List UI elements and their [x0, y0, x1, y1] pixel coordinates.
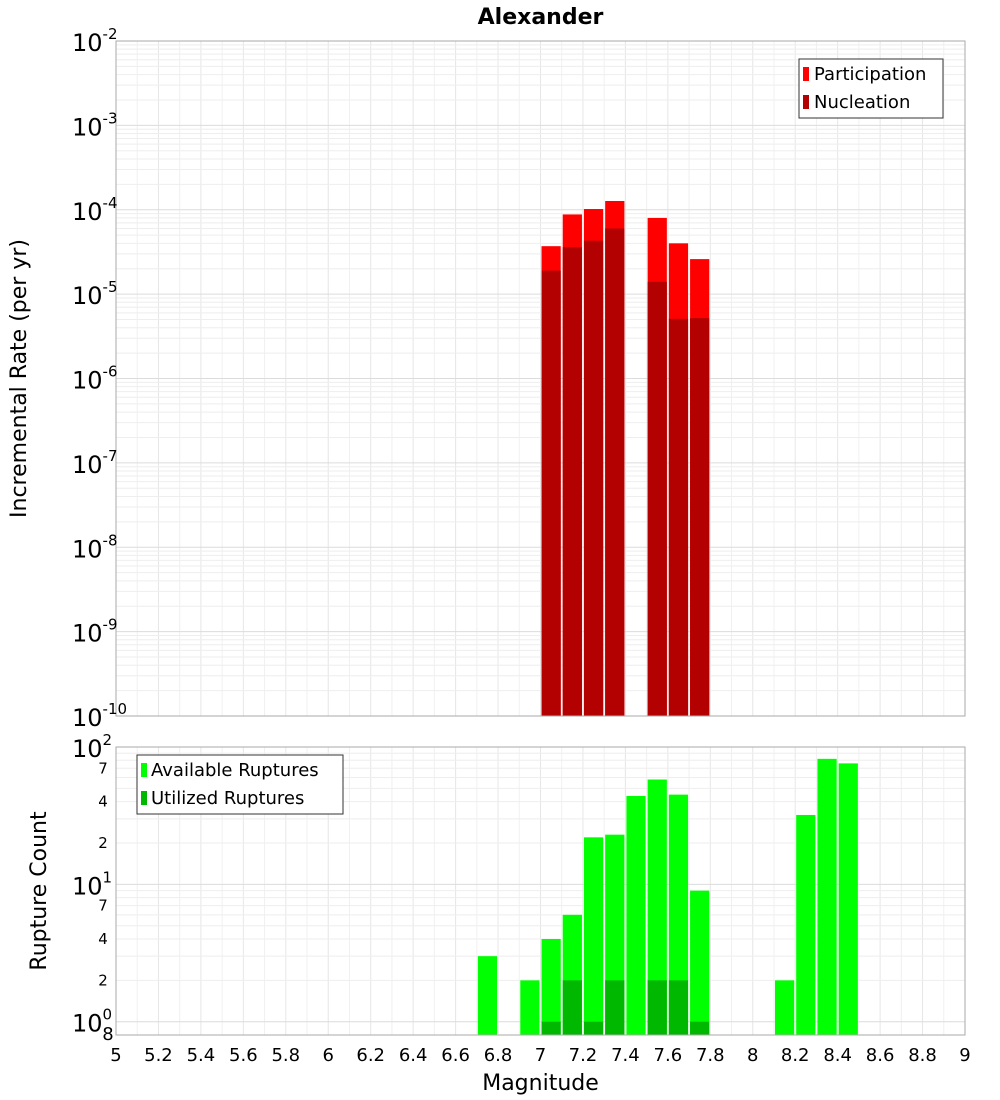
nucleation-bar — [583, 240, 604, 717]
x-tick-label: 5.4 — [187, 1045, 216, 1066]
legend-label: Nucleation — [814, 92, 910, 113]
nucleation-bar — [668, 318, 689, 716]
legend-swatch — [141, 763, 147, 777]
chart-title: Alexander — [478, 5, 604, 30]
available-ruptures-bar — [626, 795, 646, 1035]
x-tick-label: 5.6 — [229, 1045, 258, 1066]
top-y-tick-label: 10-10 — [72, 700, 127, 732]
bottom-plot: 102 101 100 7 4 2 7 4 2 8 Rupture Count 5 5.2 5.4 5.6 5… — [27, 731, 971, 1096]
bottom-y-tick-label: 100 — [72, 1006, 112, 1038]
available-ruptures-bar — [520, 980, 540, 1035]
legend-swatch — [803, 95, 809, 109]
x-tick-label: 8.8 — [908, 1045, 937, 1066]
bottom-legend: Available Ruptures Utilized Ruptures — [136, 754, 344, 815]
utilized-ruptures-bar — [562, 980, 582, 1035]
x-tick-label: 7.6 — [654, 1045, 683, 1066]
available-ruptures-bar — [690, 890, 710, 1035]
available-ruptures-bar — [541, 939, 561, 1035]
top-legend: Participation Nucleation — [798, 58, 944, 119]
top-y-tick-label: 10-7 — [72, 447, 118, 479]
bottom-y-minor-label: 2 — [98, 834, 108, 852]
nucleation-bar — [605, 228, 625, 716]
top-legend-box — [798, 58, 944, 119]
x-tick-label: 9 — [959, 1045, 970, 1066]
legend-label: Utilized Ruptures — [151, 788, 304, 809]
top-y-tick-label: 10-8 — [72, 531, 118, 563]
utilized-ruptures-bar — [668, 980, 689, 1035]
nucleation-bar — [647, 281, 667, 716]
top-y-tick-label: 10-9 — [72, 616, 118, 648]
legend-label: Available Ruptures — [151, 760, 319, 781]
top-y-tick-label: 10-3 — [72, 109, 118, 141]
top-y-tick-label: 10-4 — [72, 194, 118, 226]
x-tick-label: 5.2 — [144, 1045, 173, 1066]
utilized-ruptures-bar — [690, 1021, 710, 1035]
x-tick-label: 6.8 — [484, 1045, 513, 1066]
x-tick-label: 6.6 — [441, 1045, 470, 1066]
bottom-y-tick-label: 102 — [72, 731, 112, 763]
nucleation-bar — [562, 247, 582, 716]
top-y-tick-label: 10-5 — [72, 278, 118, 310]
top-plot: 10-2 10-3 10-4 10-5 10-6 10-7 10-8 10-9 10-10 Inc… — [7, 25, 966, 732]
bottom-y-minor-label: 7 — [98, 759, 108, 777]
x-tick-label: 7.8 — [696, 1045, 725, 1066]
available-ruptures-bar — [477, 956, 498, 1035]
x-tick-label: 6.4 — [399, 1045, 428, 1066]
bottom-y-minor-label: 7 — [98, 897, 108, 915]
bottom-legend-box — [136, 754, 344, 815]
available-ruptures-bar — [647, 779, 667, 1035]
available-ruptures-bar — [774, 980, 795, 1035]
available-ruptures-bar — [838, 763, 858, 1035]
available-ruptures-bar — [796, 814, 816, 1035]
utilized-ruptures-bar — [605, 980, 625, 1035]
x-tick-label: 5.8 — [271, 1045, 300, 1066]
legend-swatch — [803, 67, 809, 81]
top-y-axis-label: Incremental Rate (per yr) — [7, 239, 32, 518]
available-ruptures-bar — [583, 837, 604, 1035]
legend-swatch — [141, 791, 147, 805]
top-plot-border — [115, 40, 966, 717]
x-tick-label: 6.2 — [356, 1045, 385, 1066]
x-tick-label: 7 — [535, 1045, 546, 1066]
bottom-y-minor-label: 8 — [102, 1024, 113, 1045]
x-tick-label: 8.6 — [866, 1045, 895, 1066]
legend-label: Participation — [814, 64, 926, 85]
x-axis-label: Magnitude — [482, 1071, 599, 1096]
x-tick-label: 8 — [747, 1045, 758, 1066]
bottom-plot-border — [115, 746, 966, 1036]
bottom-y-axis-label: Rupture Count — [27, 811, 52, 971]
bottom-y-tick-label: 101 — [72, 868, 112, 900]
nucleation-bar — [541, 270, 561, 716]
bottom-y-minor-label: 4 — [98, 930, 108, 948]
utilized-ruptures-bar — [647, 980, 667, 1035]
x-tick-label: 8.2 — [781, 1045, 810, 1066]
top-y-tick-label: 10-2 — [72, 25, 118, 57]
nucleation-bar — [690, 318, 710, 716]
top-y-tick-label: 10-6 — [72, 363, 118, 395]
utilized-ruptures-bar — [583, 1021, 604, 1035]
x-tick-label: 5 — [110, 1045, 121, 1066]
x-tick-label: 8.4 — [823, 1045, 852, 1066]
bottom-y-minor-label: 4 — [98, 793, 108, 811]
available-ruptures-bar — [817, 758, 837, 1035]
x-tick-label: 7.4 — [611, 1045, 640, 1066]
available-ruptures-bar — [668, 794, 689, 1035]
x-tick-label: 6 — [323, 1045, 334, 1066]
bottom-y-minor-label: 2 — [98, 971, 108, 989]
utilized-ruptures-bar — [541, 1021, 561, 1035]
x-tick-label: 7.2 — [569, 1045, 598, 1066]
